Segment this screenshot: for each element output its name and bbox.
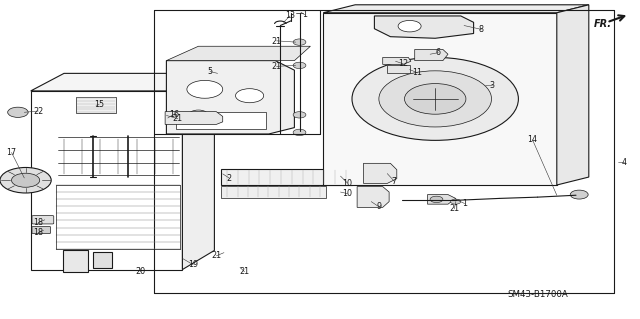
Text: 5: 5 xyxy=(207,67,212,76)
Polygon shape xyxy=(166,61,294,134)
Text: 16: 16 xyxy=(169,110,179,119)
Text: 8: 8 xyxy=(479,25,484,34)
Text: 18: 18 xyxy=(33,218,44,227)
Text: 1: 1 xyxy=(302,10,307,19)
Circle shape xyxy=(189,110,208,120)
FancyBboxPatch shape xyxy=(32,216,54,224)
Circle shape xyxy=(379,71,492,127)
Polygon shape xyxy=(182,73,214,270)
Text: 15: 15 xyxy=(94,100,104,109)
Circle shape xyxy=(398,20,421,32)
Circle shape xyxy=(187,80,223,98)
Text: 21: 21 xyxy=(239,267,250,276)
Circle shape xyxy=(236,89,264,103)
Polygon shape xyxy=(221,186,326,198)
Circle shape xyxy=(12,173,40,187)
Text: 10: 10 xyxy=(342,179,353,188)
Polygon shape xyxy=(93,252,112,268)
Polygon shape xyxy=(557,5,589,185)
Polygon shape xyxy=(166,46,310,61)
Text: 11: 11 xyxy=(412,68,422,77)
Polygon shape xyxy=(357,187,389,207)
Text: 19: 19 xyxy=(188,260,198,269)
Polygon shape xyxy=(31,73,214,91)
Text: 14: 14 xyxy=(527,135,538,144)
Text: 1: 1 xyxy=(462,199,467,208)
Text: 9: 9 xyxy=(376,202,381,211)
Circle shape xyxy=(293,129,306,136)
Polygon shape xyxy=(63,250,88,272)
Text: 4: 4 xyxy=(621,158,627,167)
Circle shape xyxy=(8,107,28,117)
Polygon shape xyxy=(387,65,410,73)
Text: 13: 13 xyxy=(285,11,295,20)
Polygon shape xyxy=(374,16,474,38)
Circle shape xyxy=(0,167,51,193)
Circle shape xyxy=(570,190,588,199)
Circle shape xyxy=(293,39,306,45)
Circle shape xyxy=(404,84,466,114)
Polygon shape xyxy=(428,195,456,204)
Text: 21: 21 xyxy=(271,37,282,46)
Text: 3: 3 xyxy=(489,81,494,90)
Text: 20: 20 xyxy=(136,267,146,276)
Polygon shape xyxy=(221,169,352,185)
Polygon shape xyxy=(323,5,589,13)
Circle shape xyxy=(293,112,306,118)
Circle shape xyxy=(430,196,443,203)
Polygon shape xyxy=(415,49,448,61)
Circle shape xyxy=(451,199,461,204)
Text: 7: 7 xyxy=(392,177,397,186)
Text: 18: 18 xyxy=(33,228,44,237)
Text: FR.: FR. xyxy=(594,19,612,29)
Circle shape xyxy=(352,57,518,140)
Circle shape xyxy=(293,62,306,69)
Text: 10: 10 xyxy=(342,189,353,198)
Polygon shape xyxy=(383,57,411,64)
Polygon shape xyxy=(364,163,397,183)
Text: 2: 2 xyxy=(227,174,232,182)
Text: 22: 22 xyxy=(33,107,44,115)
Text: 21: 21 xyxy=(211,251,221,260)
FancyBboxPatch shape xyxy=(32,226,51,234)
Text: 6: 6 xyxy=(436,48,441,57)
Text: 21: 21 xyxy=(173,114,183,123)
Text: 17: 17 xyxy=(6,148,17,157)
Text: 12: 12 xyxy=(398,59,408,68)
Text: SM43-B1700A: SM43-B1700A xyxy=(508,290,568,299)
Polygon shape xyxy=(176,112,266,129)
Text: 21: 21 xyxy=(449,204,460,213)
Polygon shape xyxy=(165,112,223,124)
Text: 21: 21 xyxy=(271,62,282,71)
Polygon shape xyxy=(76,97,116,113)
Polygon shape xyxy=(323,13,557,185)
